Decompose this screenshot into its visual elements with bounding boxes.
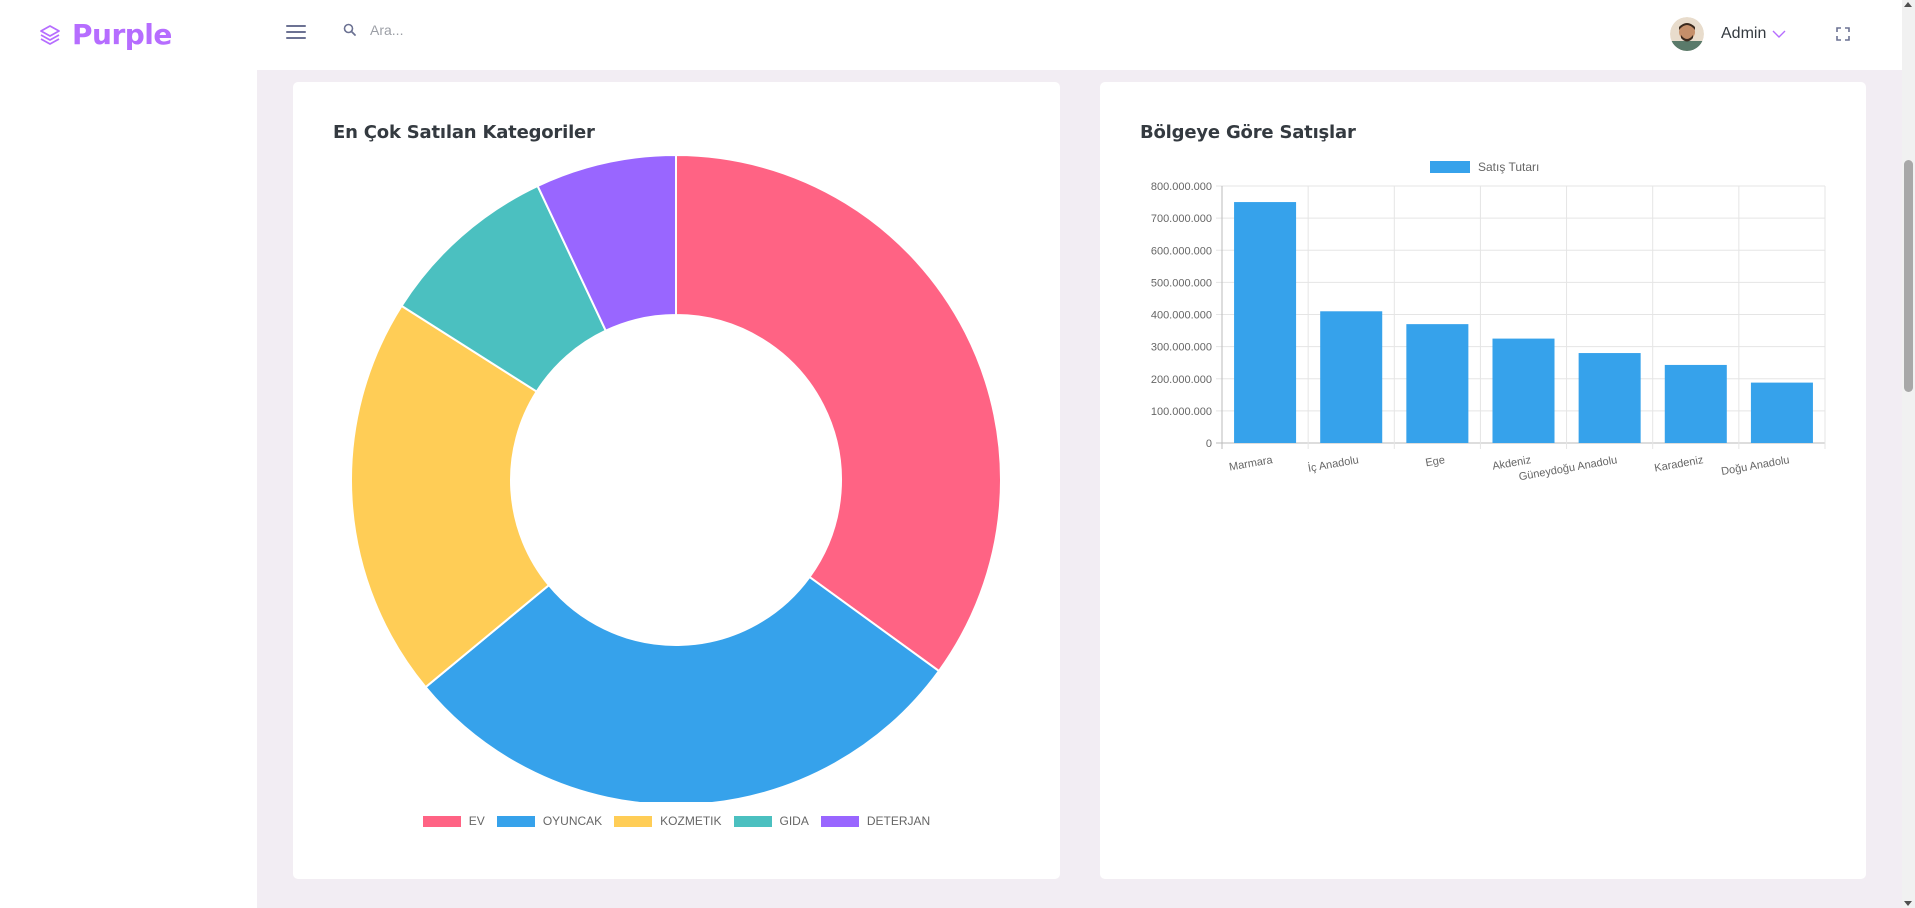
bar[interactable] [1320,311,1383,443]
legend-item-deterjan[interactable]: DETERJAN [820,814,931,828]
bar[interactable] [1664,364,1727,443]
y-tick-label: 500.000.000 [1151,277,1212,289]
avatar [1670,17,1704,51]
legend-item-gida[interactable]: GIDA [733,814,809,828]
y-tick-label: 400.000.000 [1151,310,1212,322]
x-tick-label: Doğu Anadolu [1720,454,1790,478]
fullscreen-icon[interactable] [1836,27,1850,41]
x-tick-label: Ege [1425,454,1446,469]
scroll-up-arrow-icon[interactable] [1904,2,1912,7]
legend-label: KOZMETIK [660,814,722,828]
card-title: En Çok Satılan Kategoriler [333,122,595,143]
legend-label: OYUNCAK [542,814,603,828]
layers-icon [40,24,60,45]
hamburger-icon [286,25,306,27]
legend-item-satis-tutari[interactable]: Satış Tutarı [1430,160,1539,174]
x-tick-label: Güneydoğu Anadolu [1518,454,1618,483]
search-bar [342,22,670,38]
x-tick-label: Marmara [1228,454,1274,474]
legend-label: DETERJAN [866,814,931,828]
donut-slice-oyuncak[interactable] [424,575,941,802]
legend-swatch [1430,161,1470,173]
y-tick-label: 600.000.000 [1151,245,1212,257]
x-tick-label: Karadeniz [1653,454,1704,474]
y-tick-label: 700.000.000 [1151,213,1212,225]
profile-name: Admin [1721,25,1767,42]
bar[interactable] [1492,338,1555,443]
scroll-down-arrow-icon[interactable] [1904,901,1912,906]
bar[interactable] [1234,202,1297,443]
top-navbar: Purple Admin [0,0,1902,70]
chart-legend: EV OYUNCAK KOZMETIK GIDA DETERJAN [293,814,1060,828]
brand-logo[interactable]: Purple [38,18,172,51]
y-tick-label: 0 [1206,438,1212,450]
donut-slice-ev[interactable] [675,153,1002,673]
legend-item-ev[interactable]: EV [422,814,485,828]
legend-swatch [614,815,653,827]
brand-name: Purple [72,18,172,51]
scrollbar[interactable] [1902,0,1915,908]
legend-item-kozmetik[interactable]: KOZMETIK [614,814,722,828]
x-tick-label: İç Anadolu [1307,453,1360,475]
bar[interactable] [1406,324,1469,443]
legend-swatch [496,815,535,827]
bar[interactable] [1750,382,1813,443]
legend-swatch [733,815,772,827]
legend-label: GIDA [779,814,809,828]
scroll-thumb[interactable] [1904,160,1913,392]
y-tick-label: 100.000.000 [1151,406,1212,418]
legend-label: Satış Tutarı [1478,160,1540,174]
legend-swatch [422,815,461,827]
donut-chart [350,153,1002,802]
profile-dropdown[interactable]: Admin [1670,17,1786,51]
card-title: Bölgeye Göre Satışlar [1140,122,1356,143]
bar-chart: 0 100.000.000 200.000.000 300.000.000 400.00… [1151,181,1826,483]
legend-item-oyuncak[interactable]: OYUNCAK [496,814,603,828]
search-icon [343,23,356,36]
category-chart-card: En Çok Satılan Kategoriler EV OYUNCAK KOZM… [293,82,1060,879]
donut-slice-deterjan[interactable] [536,153,677,333]
y-tick-label: 300.000.000 [1151,342,1212,354]
donut-slice-kozmetik[interactable] [350,304,551,689]
legend-label: EV [468,814,485,828]
y-tick-label: 800.000.000 [1151,181,1212,193]
sidebar [0,70,257,908]
y-tick-label: 200.000.000 [1151,374,1212,386]
region-chart-card: Bölgeye Göre Satışlar Satış Tutarı 0 100.… [1100,82,1866,879]
search-input[interactable] [370,22,670,38]
menu-toggle-button[interactable] [286,25,308,45]
bar[interactable] [1578,353,1641,443]
legend-swatch [820,815,859,827]
chevron-down-icon [1772,30,1786,38]
